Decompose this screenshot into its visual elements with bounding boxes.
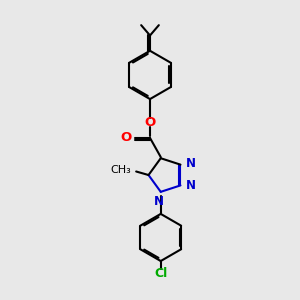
Text: O: O xyxy=(144,116,156,129)
Text: N: N xyxy=(186,157,196,170)
Text: CH₃: CH₃ xyxy=(111,165,131,175)
Text: O: O xyxy=(120,131,131,144)
Text: Cl: Cl xyxy=(154,268,167,281)
Text: N: N xyxy=(186,179,196,192)
Text: N: N xyxy=(154,195,164,208)
